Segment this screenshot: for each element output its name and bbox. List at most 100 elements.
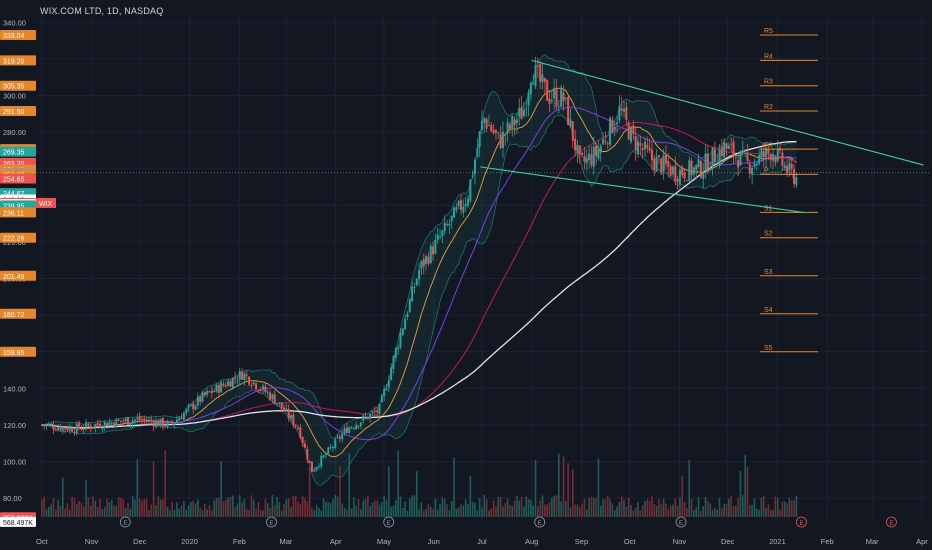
volume-bar (737, 497, 739, 517)
candle-body (508, 124, 511, 129)
candle-body (322, 455, 325, 458)
y-tick-label: 300.00 (3, 92, 26, 101)
candle-body (308, 460, 311, 463)
candle-body (688, 160, 691, 181)
candle-body (702, 172, 705, 179)
candle-body (210, 390, 213, 394)
candle-body (646, 145, 649, 149)
candle-body (338, 436, 341, 439)
volume-bar (471, 502, 474, 517)
volume-bar (460, 504, 462, 517)
price-marker (0, 232, 36, 243)
earnings-marker (886, 516, 897, 528)
volume-bar (152, 461, 155, 517)
volume-bar (92, 496, 94, 517)
volume-bar (343, 507, 346, 517)
candle-body (264, 386, 267, 393)
y-tick-label: 140.00 (3, 384, 26, 393)
candle-body (154, 420, 157, 428)
volume-bar (669, 505, 672, 517)
volume-bar (113, 505, 115, 517)
volume-bar (723, 503, 725, 517)
candle-body (720, 146, 723, 156)
candle-body (625, 107, 628, 121)
candle-body (87, 423, 90, 426)
candle-body (641, 148, 644, 150)
candle-body (585, 157, 588, 164)
volume-bar (688, 460, 691, 517)
x-tick-label: Oct (624, 537, 637, 546)
candle-body (296, 427, 299, 429)
candle-body (252, 382, 255, 385)
candle-body (299, 427, 302, 439)
candle-body (418, 269, 421, 280)
volume-bar (136, 459, 139, 517)
price-marker-label: 305.35 (3, 84, 25, 91)
candle-body (453, 207, 456, 218)
pivot-levels: R5 R4 R3 R2 R1 P S1 S2 S3 S4 S5 (760, 28, 818, 353)
volume-bar (509, 504, 511, 517)
volume-bar (355, 506, 358, 517)
candle-body (411, 286, 414, 302)
candle-body (597, 149, 600, 159)
candle-body (450, 215, 453, 222)
earnings-marker (119, 516, 131, 528)
candle-body (623, 108, 626, 112)
price-marker-label: 269.35 (3, 150, 25, 157)
candle-body (108, 422, 111, 426)
candle-body (285, 408, 288, 411)
volume-bar (313, 510, 316, 517)
volume-bar (155, 505, 157, 517)
volume-bar (292, 496, 295, 517)
x-tick-label: 2020 (181, 537, 198, 546)
volume-bar (364, 499, 367, 517)
candle-body (399, 333, 402, 348)
candle-body (61, 426, 64, 431)
candle-body (350, 427, 353, 429)
volume-bar (208, 505, 211, 517)
price-marker-label: 201.49 (3, 274, 25, 281)
candle-body (45, 424, 48, 426)
volume-bar (110, 500, 113, 517)
earnings-marker-label: E (889, 521, 893, 527)
volume-bar (227, 497, 229, 517)
pivot-label: R3 (764, 79, 773, 86)
candle-body (420, 261, 423, 269)
volume-bar (325, 501, 327, 517)
volume-bar (527, 499, 530, 517)
candle-body (497, 131, 500, 133)
candle-body (527, 92, 530, 106)
volume-bar (276, 496, 278, 517)
candle-body (776, 148, 779, 161)
volume-bar (651, 496, 653, 517)
volume-bar (353, 497, 355, 517)
volume-bar (127, 503, 129, 517)
earnings-marker-label: E (800, 521, 804, 527)
candle-body (543, 77, 546, 83)
volume-bar (64, 508, 66, 517)
volume-bar (618, 502, 621, 517)
volume-bar (66, 503, 69, 517)
candle-body (611, 119, 614, 133)
candle-body (604, 141, 607, 142)
candle-body (490, 124, 493, 131)
volume-bar (697, 496, 700, 517)
volume-bar (448, 510, 451, 517)
y-tick-label: 120.00 (3, 421, 26, 430)
candle-body (113, 422, 116, 427)
candle-body (632, 125, 635, 134)
volume-bar (504, 503, 507, 517)
volume-bar (197, 499, 199, 517)
volume-bar (776, 497, 779, 517)
price-marker (0, 30, 36, 41)
volume-bar (483, 495, 486, 517)
pivot-label: S5 (764, 345, 773, 352)
volume-bar (676, 505, 679, 517)
volume-bar (413, 495, 416, 517)
grid (37, 15, 930, 520)
volume-bar (429, 506, 432, 517)
time-axis[interactable]: Oct Nov Dec 2020 Feb Mar Apr May Jun Jul Aug Sep Oct… (36, 537, 928, 546)
y-tick-label: 280.00 (3, 128, 26, 137)
